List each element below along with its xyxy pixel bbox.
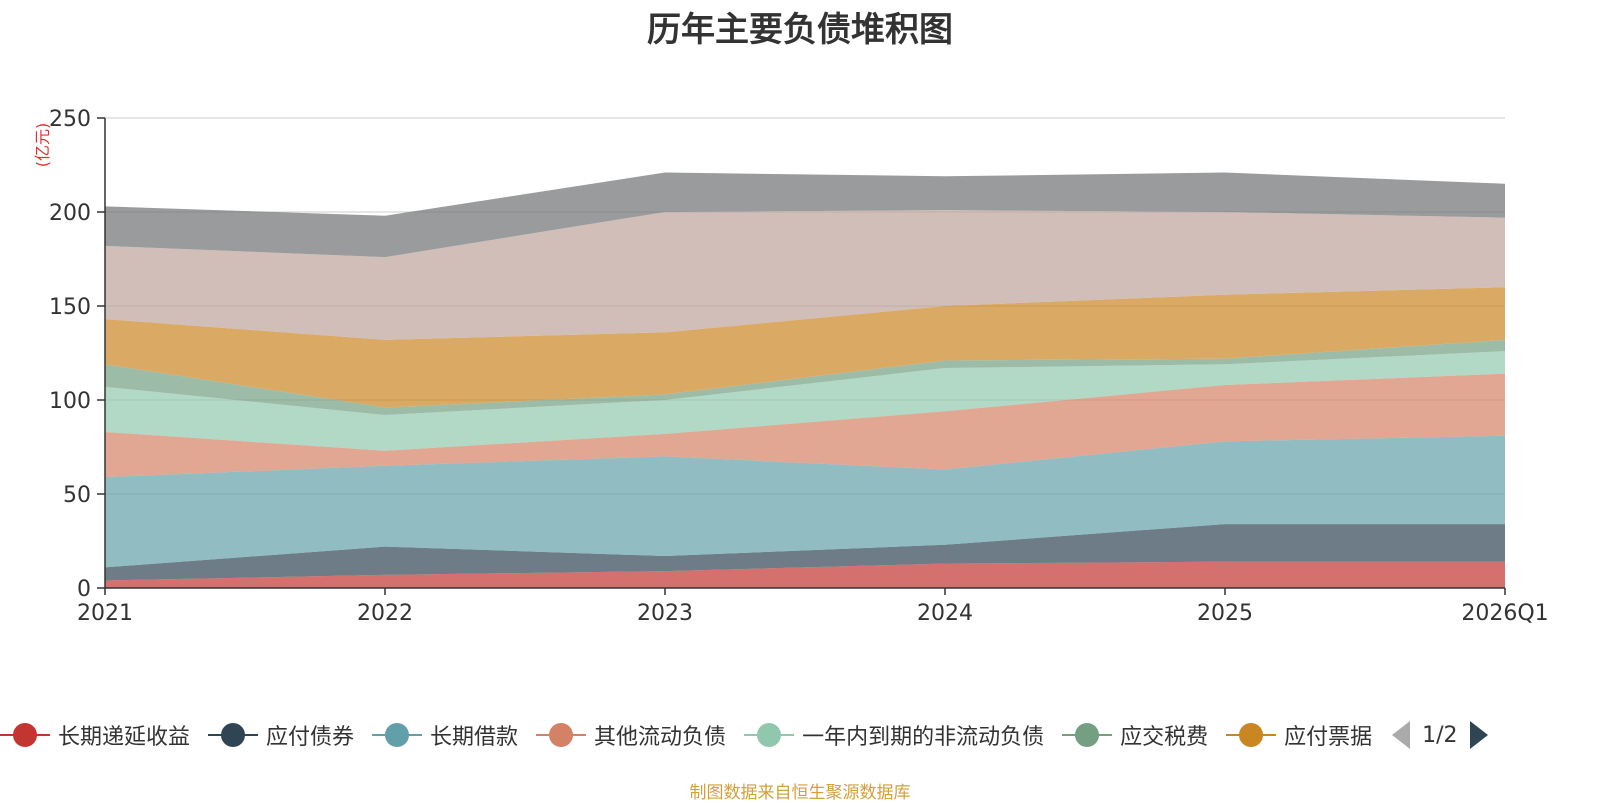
x-tick-label-4: 2025 <box>1197 601 1253 626</box>
legend-marker-icon <box>1226 723 1277 747</box>
y-tick-label-100: 100 <box>49 389 91 414</box>
legend-label: 长期递延收益 <box>58 725 191 750</box>
legend-next-page-button[interactable] <box>1469 721 1488 749</box>
legend-label: 应付债券 <box>266 725 355 750</box>
legend-item-4[interactable]: 其他流动负债 <box>536 719 726 751</box>
axes: 0 50 100 150 200 250 2021 2022 2023 2024 2025 2026Q… <box>49 107 1549 626</box>
legend-label: 一年内到期的非流动负债 <box>802 725 1045 750</box>
legend-items: 长期递延收益 应付债券 长期借款 其他流动负债 一年内到期的非流动负债 应交税费 应付票据 <box>0 719 1390 751</box>
legend-label: 应付票据 <box>1284 725 1373 750</box>
legend-item-1[interactable]: 长期递延收益 <box>0 719 190 751</box>
legend-marker-icon <box>372 723 423 747</box>
legend: 长期递延收益 应付债券 长期借款 其他流动负债 一年内到期的非流动负债 应交税费 应付票据 … <box>0 718 1600 752</box>
chart-title: 历年主要负债堆积图 <box>647 10 953 50</box>
legend-label: 其他流动负债 <box>594 725 727 750</box>
area-series-6 <box>105 339 1505 416</box>
legend-item-6[interactable]: 应交税费 <box>1062 719 1208 751</box>
y-tick-label-150: 150 <box>49 295 91 320</box>
legend-prev-page-button[interactable] <box>1392 721 1411 749</box>
legend-label: 长期借款 <box>430 725 519 750</box>
y-tick-label-250: 250 <box>49 107 91 132</box>
legend-page-indicator: 1/2 <box>1422 722 1458 748</box>
area-series-5 <box>105 351 1505 451</box>
x-tick-label-5: 2026Q1 <box>1461 601 1548 626</box>
y-tick-label-50: 50 <box>63 483 91 508</box>
legend-item-5[interactable]: 一年内到期的非流动负债 <box>744 719 1044 751</box>
y-tick-label-200: 200 <box>49 201 91 226</box>
legend-marker-icon <box>536 723 587 747</box>
legend-marker-icon <box>1062 723 1113 747</box>
legend-marker-icon <box>0 723 50 747</box>
area-series-1 <box>105 561 1505 588</box>
area-series-3 <box>105 435 1505 568</box>
data-source-note: 制图数据来自恒生聚源数据库 <box>689 783 911 803</box>
legend-label: 应交税费 <box>1120 725 1209 750</box>
area-series-7 <box>105 287 1505 408</box>
x-tick-label-2: 2023 <box>637 601 693 626</box>
area-series-2 <box>105 524 1505 581</box>
legend-marker-icon <box>208 723 259 747</box>
x-tick-label-3: 2024 <box>917 601 973 626</box>
area-series <box>105 172 1505 588</box>
x-tick-label-0: 2021 <box>77 601 133 626</box>
legend-item-3[interactable]: 长期借款 <box>372 719 518 751</box>
legend-pager: 1/2 <box>1392 721 1488 749</box>
area-series-8 <box>105 210 1505 340</box>
y-unit-label: (亿元) <box>33 123 52 168</box>
x-tick-label-1: 2022 <box>357 601 413 626</box>
y-tick-label-0: 0 <box>77 577 91 602</box>
legend-item-7[interactable]: 应付票据 <box>1226 719 1372 751</box>
area-series-9 <box>105 172 1505 258</box>
area-series-4 <box>105 373 1505 478</box>
legend-marker-icon <box>744 723 795 747</box>
legend-item-2[interactable]: 应付债券 <box>208 719 354 751</box>
